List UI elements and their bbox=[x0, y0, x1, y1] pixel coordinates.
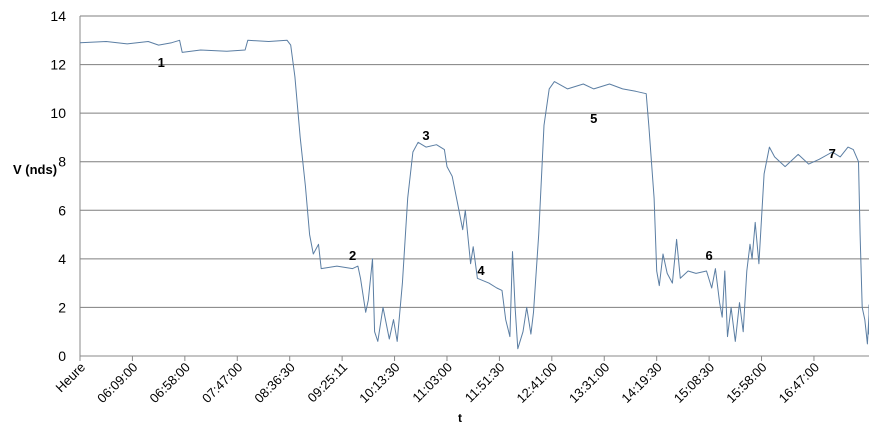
x-tick-label: 16:47:00 bbox=[776, 360, 822, 406]
segment-annotation: 2 bbox=[349, 248, 356, 263]
x-tick-label: 14:19:30 bbox=[618, 360, 664, 406]
x-tick-label: 15:08:30 bbox=[671, 360, 717, 406]
x-axis-label: t bbox=[458, 411, 462, 425]
segment-annotation: 7 bbox=[829, 146, 836, 161]
annotations: 1 2 3 4 5 6 7 bbox=[158, 55, 836, 278]
x-tick-label: 06:09:00 bbox=[94, 360, 140, 406]
segment-annotation: 4 bbox=[477, 263, 485, 278]
y-axis-ticks: 0 2 4 6 8 10 12 14 bbox=[50, 8, 66, 364]
segment-annotation: 1 bbox=[158, 55, 165, 70]
segment-annotation: 6 bbox=[705, 248, 712, 263]
y-tick-label: 0 bbox=[58, 348, 66, 364]
x-tick-label: 08:36:30 bbox=[251, 360, 297, 406]
y-tick-label: 2 bbox=[58, 299, 66, 315]
x-axis-ticks: Heure 06:09:00 06:58:00 07:47:00 08:36:30 09:… bbox=[52, 356, 822, 406]
y-tick-label: 14 bbox=[50, 8, 66, 24]
x-tick-label: 06:58:00 bbox=[147, 360, 193, 406]
y-tick-label: 4 bbox=[58, 251, 66, 267]
x-tick-label: 13:31:00 bbox=[566, 360, 612, 406]
x-tick-label: 10:13:30 bbox=[356, 360, 402, 406]
gridlines bbox=[80, 15, 869, 357]
y-tick-label: 6 bbox=[58, 202, 66, 218]
x-tick-label: 11:03:00 bbox=[409, 360, 455, 406]
x-tick-label: 07:47:00 bbox=[199, 360, 245, 406]
x-tick-label: 12:41:00 bbox=[514, 360, 560, 406]
y-tick-label: 8 bbox=[58, 154, 66, 170]
x-tick-label: 09:25:11 bbox=[305, 360, 351, 406]
y-tick-label: 10 bbox=[50, 105, 66, 121]
x-tick-label: 15:58:00 bbox=[723, 360, 769, 406]
series-line bbox=[79, 39, 869, 350]
y-axis-label: V (nds) bbox=[13, 162, 57, 177]
x-tick-label: Heure bbox=[52, 360, 88, 396]
x-tick-label: 11:51:30 bbox=[462, 360, 508, 406]
segment-annotation: 5 bbox=[590, 111, 597, 126]
segment-annotation: 3 bbox=[422, 128, 429, 143]
y-tick-label: 12 bbox=[50, 57, 66, 73]
